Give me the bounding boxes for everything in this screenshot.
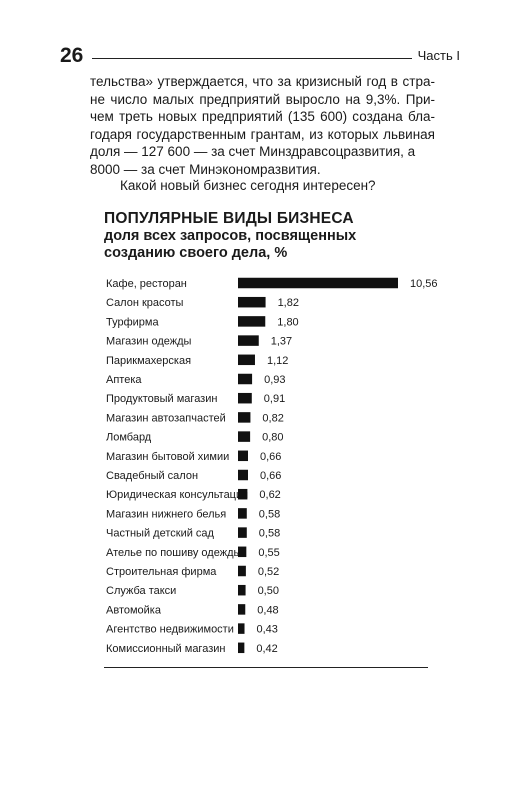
category-label: Магазин одежды	[106, 336, 192, 348]
value-label: 0,62	[259, 489, 280, 501]
category-label: Магазин нижнего белья	[106, 508, 226, 520]
value-label: 0,43	[257, 624, 278, 636]
bar	[238, 565, 246, 577]
value-label: 1,37	[271, 336, 292, 348]
category-label: Ломбард	[106, 432, 152, 444]
body-line: тельства» утверждается, что за кризисный…	[90, 74, 435, 89]
category-label: Аптека	[106, 374, 142, 386]
bar	[238, 527, 247, 538]
category-label: Магазин бытовой химии	[106, 451, 229, 463]
category-label: Свадебный салон	[106, 470, 198, 482]
value-label: 0,66	[260, 470, 281, 482]
bar-chart: Кафе, ресторан 10,56 Салон красоты 1,82 Турф…	[106, 277, 438, 655]
value-label: 0,58	[259, 528, 280, 540]
value-label: 1,82	[278, 297, 299, 309]
category-label: Магазин автозапчастей	[106, 412, 226, 424]
category-label: Служба такси	[106, 585, 176, 597]
value-label: 1,80	[277, 316, 298, 328]
question-line: Какой новый бизнес сегодня интересен?	[120, 178, 376, 193]
bar	[238, 412, 251, 423]
value-label: 0,50	[258, 585, 279, 597]
category-label: Продуктовый магазин	[106, 393, 217, 405]
category-label: Агентство недвижимости	[106, 624, 234, 636]
bar	[238, 623, 245, 634]
category-label: Строительная фирма	[106, 566, 217, 578]
chart-subtitle: доля всех запросов, посвященных созданию…	[104, 228, 357, 261]
bar	[238, 488, 248, 500]
value-label: 0,91	[264, 393, 285, 405]
value-label: 10,56	[410, 278, 438, 290]
value-label: 0,52	[258, 566, 279, 578]
category-label: Салон красоты	[106, 297, 184, 309]
value-label: 0,55	[258, 547, 279, 559]
bar	[238, 316, 266, 327]
category-label: Автомойка	[106, 604, 162, 616]
body-line: чем треть новых предприятий (135 600) со…	[90, 109, 435, 124]
bar	[238, 469, 248, 481]
value-label: 0,93	[264, 374, 285, 386]
bar	[238, 277, 398, 289]
bar	[238, 354, 255, 366]
page-number: 26	[60, 44, 84, 67]
chart-bottom-rule	[104, 667, 428, 668]
value-label: 1,12	[267, 355, 288, 367]
header-rule	[92, 58, 412, 59]
bar	[238, 450, 248, 462]
category-label: Кафе, ресторан	[106, 278, 187, 290]
value-label: 0,80	[262, 432, 283, 444]
bar	[238, 642, 245, 654]
bar	[238, 546, 247, 558]
body-paragraph: тельства» утверждается, что за кризисный…	[90, 73, 435, 178]
bar	[238, 584, 246, 596]
bar	[238, 431, 251, 442]
bar	[238, 604, 246, 615]
value-label: 0,66	[260, 451, 281, 463]
category-label: Юридическая консультация	[106, 489, 248, 501]
bar	[238, 392, 252, 404]
part-label: Часть I	[417, 48, 460, 63]
bar	[238, 335, 259, 346]
page-header: 26 Часть I	[60, 44, 460, 68]
category-label: Ателье по пошиву одежды	[106, 547, 241, 559]
chart-title: ПОПУЛЯРНЫЕ ВИДЫ БИЗНЕСА	[104, 210, 354, 227]
body-line: 8000 — за счет Минэкономразвития.	[90, 161, 321, 177]
body-line: не число малых предприятий выросло на 9,…	[90, 91, 435, 107]
value-label: 0,82	[262, 412, 283, 424]
value-label: 0,48	[257, 604, 278, 616]
category-label: Турфирма	[106, 316, 159, 328]
bar	[238, 508, 247, 519]
bar	[238, 373, 253, 385]
category-label: Комиссионный магазин	[106, 643, 225, 655]
value-label: 0,58	[259, 508, 280, 520]
body-line: доля — 127 600 — за счет Минздравсоцразв…	[90, 144, 416, 159]
value-label: 0,42	[256, 643, 277, 655]
bar	[238, 296, 266, 308]
body-line: годаря государственным грантам, из котор…	[90, 126, 435, 142]
category-label: Парикмахерская	[106, 355, 191, 367]
category-label: Частный детский сад	[106, 528, 215, 540]
